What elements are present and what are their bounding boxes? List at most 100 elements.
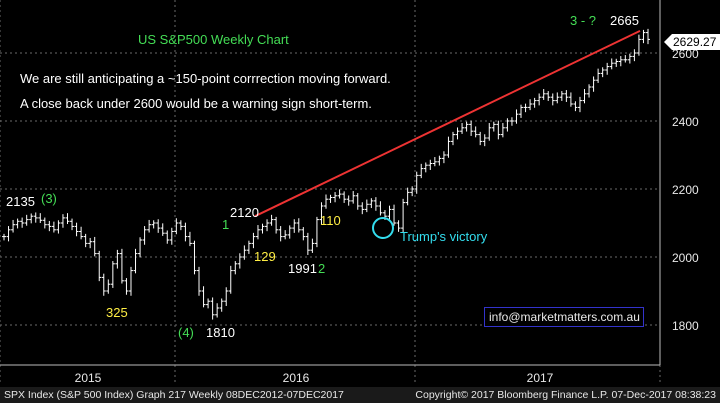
ohlc-bar	[169, 227, 174, 245]
ohlc-bar	[201, 286, 206, 308]
y-tick-label: 2400	[672, 115, 699, 129]
ohlc-bar	[523, 103, 528, 113]
annotation-line-1: We are still anticipating a ~150-point c…	[20, 71, 391, 86]
resistance-trendline	[254, 29, 641, 218]
ohlc-bar	[192, 240, 197, 275]
ohlc-bar	[38, 213, 43, 223]
footer-bar: SPX Index (S&P 500 Index) Graph 217 Week…	[0, 387, 720, 403]
ohlc-bar	[564, 90, 569, 102]
label-wave-4: (4)	[178, 325, 194, 340]
ohlc-bar	[187, 231, 192, 247]
label-high-2015: 2135	[6, 194, 35, 209]
ohlc-bar	[378, 201, 383, 216]
annotation-line-2: A close back under 2600 would be a warni…	[20, 96, 372, 111]
ohlc-bar	[233, 261, 238, 275]
ohlc-bar	[142, 226, 147, 245]
ohlc-bar	[546, 91, 551, 101]
ohlc-bar	[115, 249, 120, 269]
chart-title: US S&P500 Weekly Chart	[138, 32, 289, 47]
ohlc-bar	[20, 217, 25, 228]
ohlc-bar	[528, 99, 533, 111]
y-tick-label: 2000	[672, 251, 699, 265]
trump-marker-circle	[372, 217, 394, 239]
ohlc-bar	[342, 191, 347, 203]
ohlc-bar	[609, 58, 614, 70]
ohlc-bar	[423, 162, 428, 173]
ohlc-bar	[514, 109, 519, 124]
footer-copyright: Copyright© 2017 Bloomberg Finance L.P. 0…	[415, 389, 716, 401]
ohlc-bar	[437, 155, 442, 166]
ohlc-bar	[33, 212, 38, 223]
ohlc-bar	[605, 62, 610, 75]
ohlc-bar	[414, 171, 419, 194]
footer-security-info: SPX Index (S&P 500 Index) Graph 217 Week…	[4, 389, 344, 401]
ohlc-bar	[133, 248, 138, 274]
ohlc-bar	[532, 97, 537, 108]
ohlc-bar	[237, 253, 242, 269]
label-wave-3-top: (3)	[41, 191, 57, 206]
ohlc-bar	[301, 227, 306, 241]
ohlc-bar	[392, 204, 397, 226]
ohlc-bar	[101, 273, 106, 296]
ohlc-bar	[410, 186, 415, 197]
ohlc-bar	[636, 34, 641, 56]
ohlc-bar	[627, 53, 632, 64]
ohlc-bar	[587, 84, 592, 98]
contact-email-box: info@marketmatters.com.au	[484, 307, 644, 327]
ohlc-bar	[183, 222, 188, 242]
label-pullback-2: 110	[320, 213, 341, 228]
ohlc-bar	[15, 218, 20, 229]
ohlc-bar	[310, 238, 315, 253]
ohlc-bar	[464, 121, 469, 132]
ohlc-bar	[224, 287, 229, 306]
ohlc-bar	[441, 151, 446, 164]
last-price-flag: 2629.27	[664, 34, 720, 50]
ohlc-bar	[260, 223, 265, 234]
ohlc-bar	[369, 198, 374, 209]
ohlc-bar	[269, 214, 274, 226]
ohlc-bar	[446, 136, 451, 158]
ohlc-bar	[496, 120, 501, 140]
ohlc-bar	[641, 29, 646, 44]
ohlc-bars	[2, 28, 650, 320]
x-tick-label: 2016	[283, 371, 310, 385]
ohlc-bar	[360, 202, 365, 215]
ohlc-bar	[29, 213, 34, 224]
ohlc-bar	[83, 233, 88, 248]
ohlc-bar	[251, 232, 256, 249]
ohlc-bar	[537, 93, 542, 106]
ohlc-bar	[614, 58, 619, 67]
ohlc-bar	[79, 226, 84, 240]
label-low-1991: 1991	[288, 261, 317, 276]
ohlc-bar	[156, 219, 161, 233]
ohlc-bar	[147, 219, 152, 233]
x-tick-label: 2015	[75, 371, 102, 385]
ohlc-bar	[324, 194, 328, 209]
y-tick-label: 2200	[672, 183, 699, 197]
ohlc-bar	[432, 157, 437, 167]
ohlc-bar	[478, 131, 483, 146]
ohlc-bar	[482, 134, 487, 147]
ohlc-bar	[165, 230, 170, 244]
ohlc-bar	[287, 225, 292, 239]
ohlc-bar	[419, 163, 424, 179]
ohlc-bar	[387, 205, 392, 221]
y-tick-label: 1800	[672, 319, 699, 333]
ohlc-bar	[469, 120, 474, 136]
ohlc-bar	[623, 55, 628, 63]
ohlc-bar	[319, 202, 324, 225]
ohlc-bar	[70, 218, 75, 231]
ohlc-bar	[106, 279, 111, 294]
ohlc-bar	[337, 189, 342, 199]
ohlc-bar	[65, 213, 70, 225]
ohlc-bar	[124, 278, 129, 295]
label-pullback-1: 129	[254, 249, 276, 264]
ohlc-bar	[60, 214, 65, 228]
ohlc-bar	[178, 220, 183, 231]
label-wave-2: 2	[318, 261, 325, 276]
ohlc-bar	[346, 195, 351, 206]
ohlc-bar	[292, 219, 297, 233]
ohlc-bar	[24, 214, 29, 226]
ohlc-bar	[618, 56, 623, 67]
